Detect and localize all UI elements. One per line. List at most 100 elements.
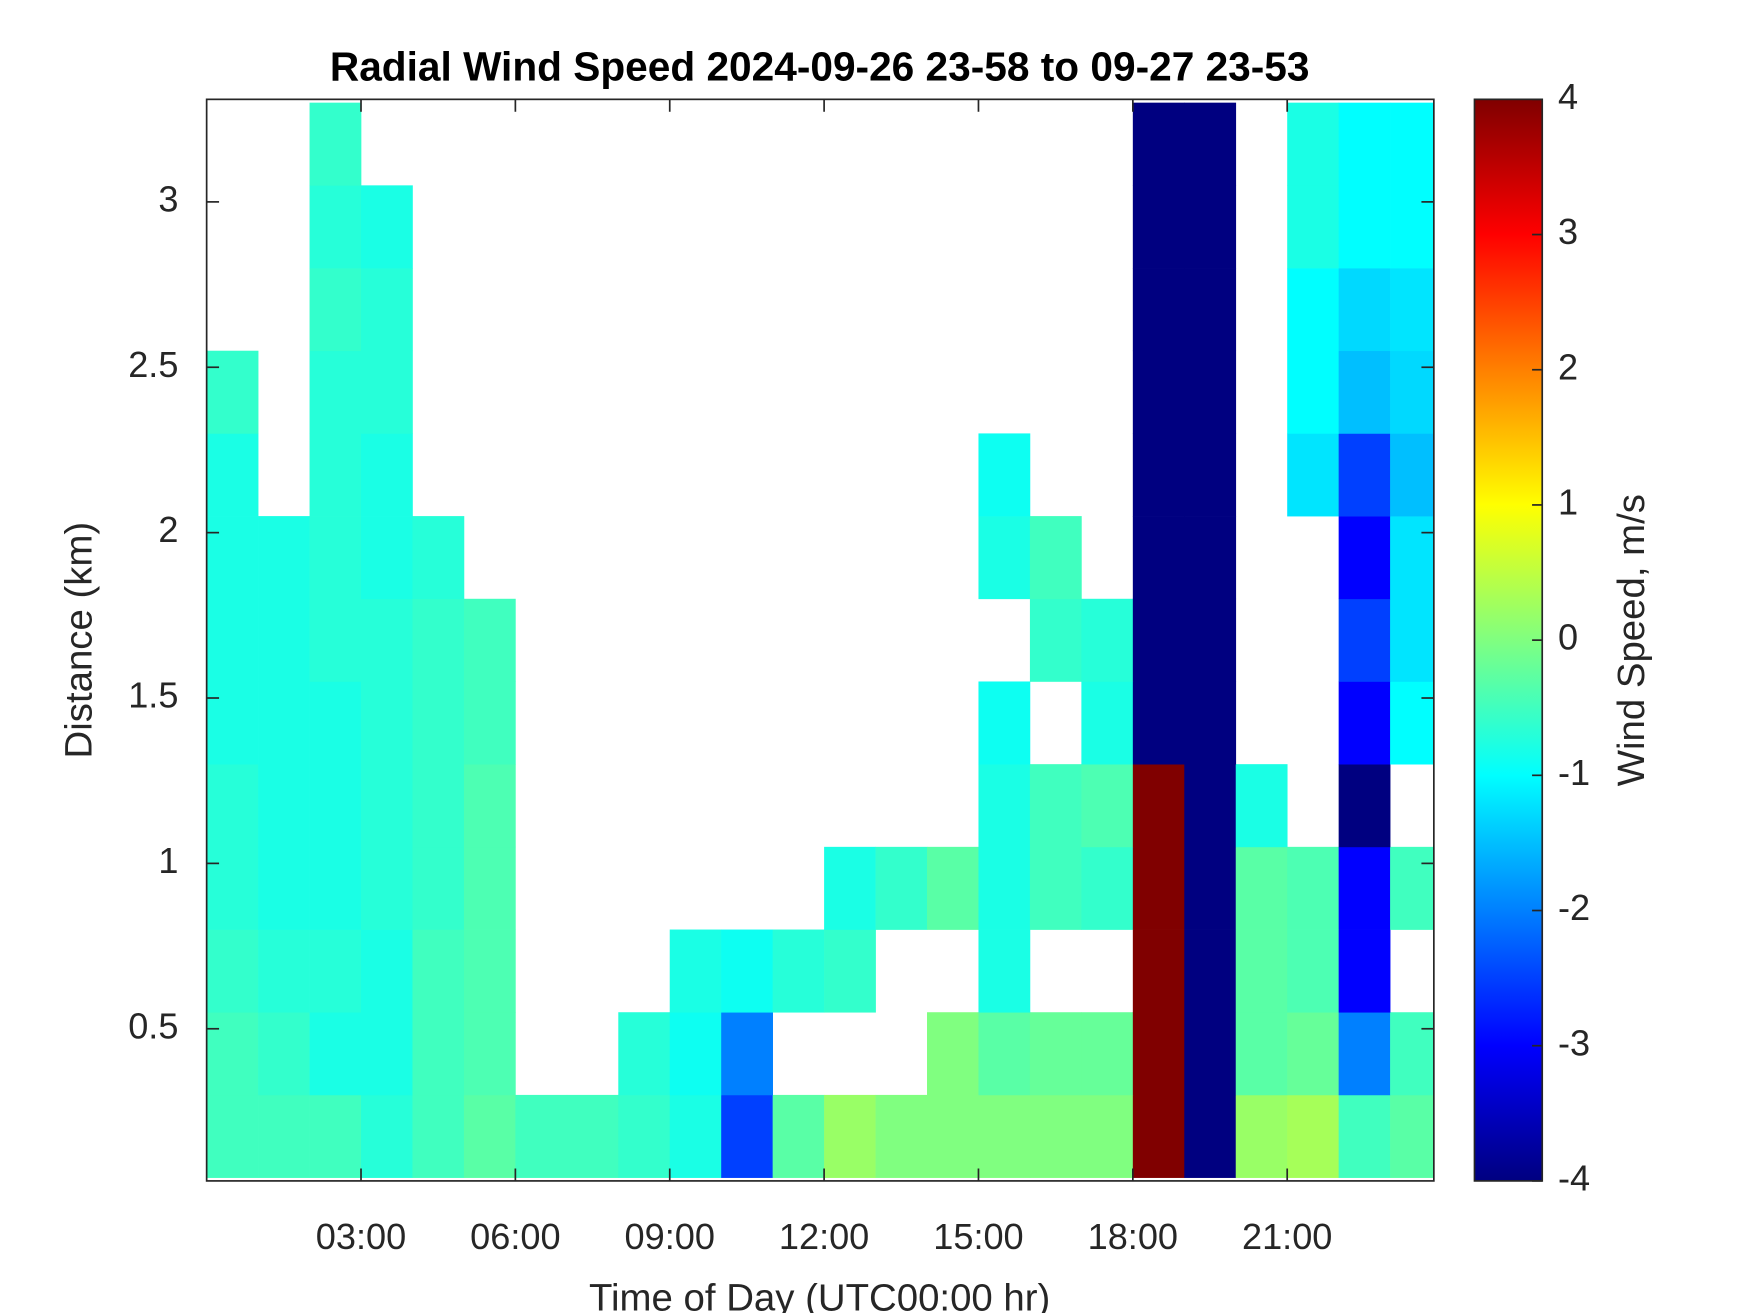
heatmap-cell (1287, 1094, 1339, 1178)
heatmap-cell (618, 1012, 671, 1096)
heatmap-cell (1132, 516, 1185, 600)
heatmap-cell (1287, 846, 1339, 930)
heatmap-cell (309, 929, 362, 1013)
heatmap-cell (669, 1094, 722, 1178)
heatmap-cell (258, 764, 310, 848)
colorbar-label: Wind Speed, m/s (1610, 494, 1653, 786)
x-axis-label: Time of Day (UTC00:00 hr) (589, 1277, 1050, 1313)
heatmap-cell (721, 1094, 773, 1178)
heatmap-cell (206, 1012, 259, 1096)
colorbar-tick-label: 4 (1558, 76, 1578, 117)
heatmap-cell (1132, 681, 1185, 765)
y-tick-label: 1.5 (128, 675, 178, 716)
heatmap-cell (1132, 102, 1185, 186)
heatmap-cell (309, 1012, 362, 1096)
heatmap-cell (566, 1094, 619, 1178)
colorbar-tick-label: 0 (1558, 617, 1578, 658)
heatmap-cell (1390, 598, 1435, 682)
heatmap-cell (1390, 433, 1435, 517)
heatmap-cell (1235, 846, 1288, 930)
heatmap-cell (1029, 1012, 1082, 1096)
heatmap-cell (1390, 516, 1435, 600)
heatmap-cell (1184, 764, 1237, 848)
heatmap-cell (1184, 102, 1237, 186)
heatmap-cell (1235, 929, 1288, 1013)
heatmap-cell (1390, 268, 1435, 352)
heatmap-cell (1184, 681, 1237, 765)
heatmap-cell (361, 433, 413, 517)
y-axis-label: Distance (km) (57, 522, 100, 759)
heatmap-cell (1081, 598, 1134, 682)
heatmap-cell (206, 1094, 259, 1178)
heatmap-cell (258, 929, 310, 1013)
heatmap-cell (978, 846, 1031, 930)
y-tick-label: 1 (158, 840, 178, 881)
heatmap-cell (361, 598, 413, 682)
heatmap-cell (463, 1012, 516, 1096)
heatmap-cell (978, 1012, 1031, 1096)
heatmap-cell (412, 1012, 465, 1096)
heatmap-cell (824, 929, 876, 1013)
heatmap-cell (412, 929, 465, 1013)
heatmap-cell (361, 516, 413, 600)
heatmap-cell (1390, 1094, 1435, 1178)
heatmap-cell (309, 433, 362, 517)
heatmap-cell (206, 929, 259, 1013)
heatmap-cell (206, 681, 259, 765)
x-tick-label: 18:00 (1088, 1216, 1178, 1257)
heatmap-cell (1132, 764, 1185, 848)
heatmap-cell (361, 350, 413, 434)
heatmap-cell (1338, 268, 1391, 352)
heatmap-cell (258, 1012, 310, 1096)
heatmap-cell (258, 846, 310, 930)
heatmap-cell (1287, 185, 1339, 269)
heatmap-cell (1184, 929, 1237, 1013)
heatmap-cell (1338, 598, 1391, 682)
colorbar-tick-label: 2 (1558, 346, 1578, 387)
heatmap-cell (1081, 1094, 1134, 1178)
heatmap-cell (772, 929, 825, 1013)
x-tick-label: 06:00 (470, 1216, 560, 1257)
colorbar-tick-label: 1 (1558, 481, 1578, 522)
heatmap-cell (875, 1094, 928, 1178)
heatmap-cell (1029, 764, 1082, 848)
y-tick-label: 3 (158, 178, 178, 219)
heatmap-cell (1235, 1094, 1288, 1178)
heatmap-cell (309, 1094, 362, 1178)
heatmap-cell (927, 1012, 979, 1096)
heatmap-cell (1132, 350, 1185, 434)
heatmap-cell (1132, 433, 1185, 517)
heatmap-cell (361, 764, 413, 848)
heatmap-cell (1184, 598, 1237, 682)
heatmap-cell (258, 681, 310, 765)
colorbar-tick-label: -1 (1558, 752, 1590, 793)
heatmap-cell (721, 929, 773, 1013)
heatmap-cell (1390, 185, 1435, 269)
heatmap-cell (1338, 1012, 1391, 1096)
heatmap-cell (1132, 846, 1185, 930)
heatmap-cell (206, 350, 259, 434)
heatmap-cell (824, 1094, 876, 1178)
heatmap-cell (258, 1094, 310, 1178)
chart-title: Radial Wind Speed 2024-09-26 23-58 to 09… (330, 44, 1310, 90)
heatmap-cell (206, 516, 259, 600)
heatmap-cell (206, 846, 259, 930)
heatmap-cell (978, 764, 1031, 848)
plot-frame (205, 98, 1435, 1182)
heatmap-cell (1338, 846, 1391, 930)
heatmap-cell (1184, 433, 1237, 517)
heatmap-cell (1338, 764, 1391, 848)
heatmap-cell (1184, 350, 1237, 434)
heatmap-cell (361, 681, 413, 765)
heatmap-cell (1390, 350, 1435, 434)
heatmap-cell (463, 598, 516, 682)
heatmap-cell (361, 929, 413, 1013)
heatmap-cell (309, 185, 362, 269)
heatmap-cell (412, 516, 465, 600)
heatmap-cell (1287, 433, 1339, 517)
heatmap-cell (875, 846, 928, 930)
heatmap-cell (361, 268, 413, 352)
y-tick-label: 2 (158, 509, 178, 550)
heatmap-cell (463, 681, 516, 765)
heatmap-cell (258, 516, 310, 600)
